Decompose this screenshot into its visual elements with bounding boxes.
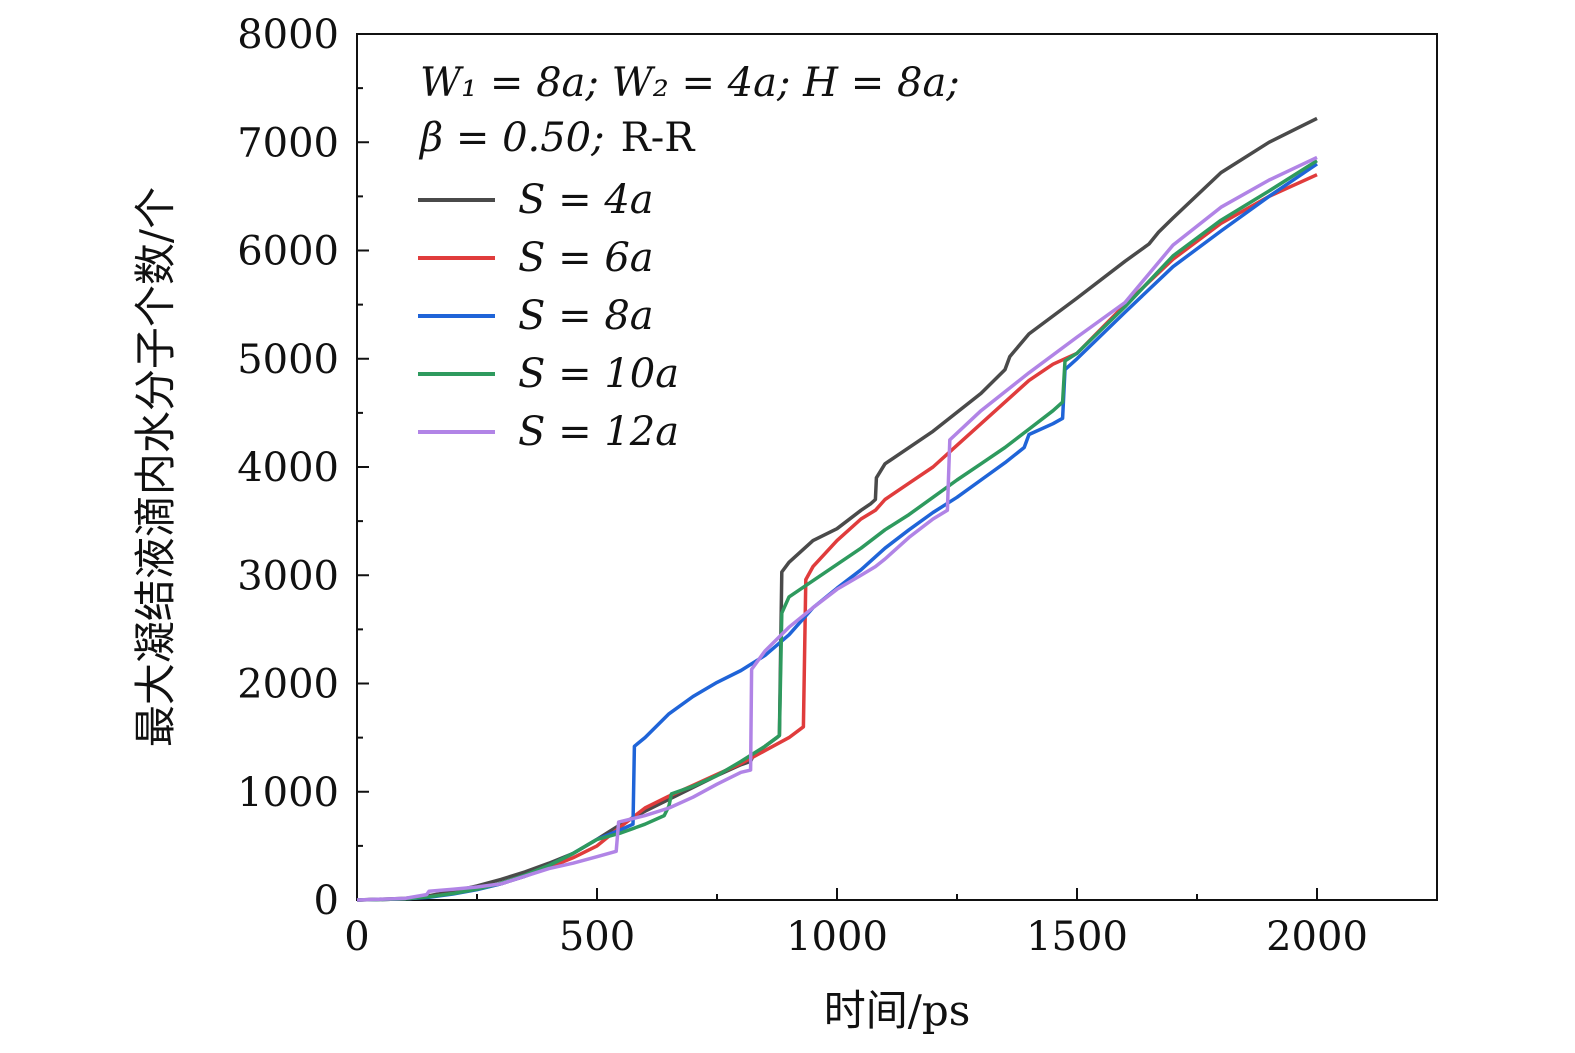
legend-label: S = 12a [518, 409, 679, 455]
y-tick-label: 7000 [237, 120, 339, 166]
annotation-beta: β = 0.50; [418, 115, 605, 161]
y-tick-label: 8000 [237, 12, 339, 58]
x-tick-label: 0 [344, 914, 369, 960]
axis-ticks: 0 500 1000 1500 2000 0 1000 2000 3000 4000 5000 600… [237, 12, 1368, 960]
y-tick-label: 5000 [237, 337, 339, 383]
y-axis-title: 最大凝结液滴内水分子个数/个 [131, 187, 180, 747]
annotation-line-1: W₁ = 8a; W₂ = 4a; H = 8a; [420, 60, 960, 106]
annotation-bc: R-R [621, 115, 697, 161]
legend-label: S = 6a [518, 235, 654, 281]
y-tick-label: 1000 [237, 770, 339, 816]
annotation: W₁ = 8a; W₂ = 4a; H = 8a; β = 0.50; R-R [418, 60, 960, 161]
plot-frame [356, 33, 1438, 901]
series-line-2 [356, 162, 1318, 902]
y-tick-label: 6000 [237, 229, 339, 275]
y-tick-label: 0 [314, 878, 339, 924]
x-tick-label: 500 [559, 914, 635, 960]
legend-label: S = 8a [518, 293, 654, 339]
series-line-1 [356, 173, 1318, 902]
series-group [356, 116, 1318, 902]
series-line-4 [356, 155, 1318, 902]
series-line-3 [356, 159, 1318, 902]
legend-label: S = 4a [518, 177, 654, 223]
x-tick-label: 1500 [1026, 914, 1128, 960]
x-tick-label: 1000 [786, 914, 888, 960]
legend-label: S = 10a [518, 351, 679, 397]
legend: S = 4a S = 6a S = 8a S = 10a S = 12a [418, 177, 679, 455]
x-tick-label: 2000 [1266, 914, 1368, 960]
y-tick-label: 3000 [237, 553, 339, 599]
annotation-line-2: β = 0.50; R-R [418, 115, 696, 161]
x-axis-title: 时间/ps [824, 986, 971, 1035]
y-tick-label: 2000 [237, 662, 339, 708]
y-tick-label: 4000 [237, 445, 339, 491]
series-line-0 [356, 116, 1318, 902]
